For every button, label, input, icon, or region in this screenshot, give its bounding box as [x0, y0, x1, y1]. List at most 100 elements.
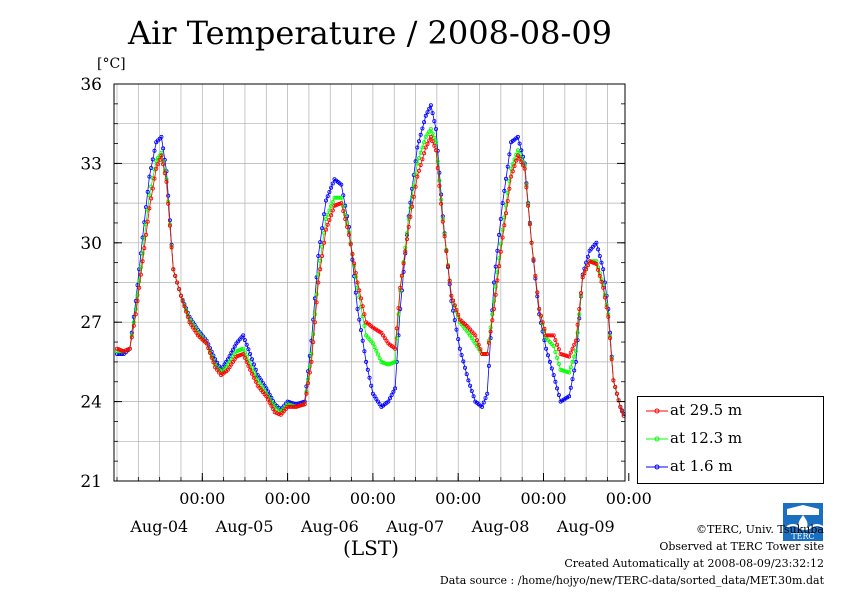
- data-point: [430, 131, 435, 136]
- data-point: [244, 342, 249, 347]
- data-point: [573, 338, 578, 343]
- terc-logo-icon: TERC: [783, 503, 823, 541]
- data-point: [416, 168, 421, 173]
- data-point: [241, 346, 246, 351]
- data-point: [269, 403, 274, 408]
- data-point: [217, 370, 222, 375]
- data-point: [549, 366, 554, 371]
- data-point: [311, 332, 316, 337]
- data-point: [135, 298, 140, 303]
- data-point: [393, 386, 398, 391]
- data-point: [517, 141, 522, 146]
- data-point: [162, 171, 167, 176]
- data-point: [341, 193, 346, 198]
- data-point: [609, 357, 614, 362]
- data-point: [192, 328, 197, 333]
- legend-label-1-6m: at 1.6 m: [670, 457, 733, 475]
- data-point: [244, 359, 249, 364]
- data-point: [474, 338, 479, 343]
- legend-item-1-6m: at 1.6 m: [646, 457, 821, 479]
- data-point: [311, 340, 316, 345]
- data-point: [140, 251, 145, 256]
- data-point: [384, 338, 389, 343]
- data-point: [597, 253, 602, 258]
- data-point: [185, 314, 190, 319]
- data-point: [276, 411, 281, 416]
- data-point: [544, 346, 549, 351]
- data-point: [249, 371, 254, 376]
- data-point: [560, 368, 565, 373]
- data-point: [232, 344, 237, 349]
- data-point: [360, 338, 365, 343]
- data-point: [547, 333, 552, 338]
- data-point: [537, 306, 542, 311]
- data-point: [302, 402, 307, 407]
- data-point: [312, 320, 317, 325]
- data-point: [316, 280, 321, 285]
- data-point: [456, 312, 461, 317]
- data-point: [355, 280, 360, 285]
- data-point: [497, 264, 502, 269]
- data-point: [464, 372, 469, 377]
- data-point: [452, 318, 457, 323]
- data-point: [129, 335, 134, 340]
- data-point: [241, 333, 246, 338]
- data-point: [207, 350, 212, 355]
- data-point: [209, 355, 214, 360]
- data-point: [323, 198, 328, 203]
- data-point: [173, 273, 178, 278]
- data-point: [372, 345, 377, 350]
- data-point: [425, 132, 430, 137]
- data-point: [423, 113, 428, 118]
- data-point: [316, 253, 321, 258]
- series-at-12-3-m: [115, 127, 626, 418]
- data-point: [161, 162, 166, 167]
- data-point: [314, 300, 319, 305]
- data-point: [498, 216, 503, 221]
- data-point: [515, 134, 520, 139]
- x-axis-label: (LST): [343, 536, 399, 560]
- series-at-29-5-m: [115, 134, 626, 418]
- x-tick-time-label: 00:00: [265, 489, 311, 508]
- legend-item-29-5m: at 29.5 m: [646, 401, 821, 423]
- data-point: [601, 285, 606, 290]
- data-point: [145, 219, 150, 224]
- data-point: [374, 348, 379, 353]
- data-point: [322, 212, 327, 217]
- data-point: [556, 361, 561, 366]
- data-point: [152, 176, 157, 181]
- data-point: [428, 127, 433, 132]
- data-point: [469, 388, 474, 393]
- data-point: [567, 394, 572, 399]
- data-point: [133, 306, 138, 311]
- data-point: [138, 265, 143, 270]
- data-point: [358, 296, 363, 301]
- data-point: [358, 328, 363, 333]
- data-point: [596, 247, 601, 252]
- data-point: [411, 194, 416, 199]
- data-point: [307, 364, 312, 369]
- data-point: [322, 240, 327, 245]
- data-point: [551, 333, 556, 338]
- data-point: [309, 359, 314, 364]
- data-point: [553, 349, 558, 354]
- data-point: [584, 260, 589, 265]
- data-point: [486, 363, 491, 368]
- data-point: [143, 232, 148, 237]
- data-point: [498, 249, 503, 254]
- data-point: [272, 410, 277, 415]
- data-point: [572, 368, 577, 373]
- data-point: [393, 346, 398, 351]
- data-point: [551, 373, 556, 378]
- footer-credit: ©TERC, Univ. Tsukuba: [695, 523, 824, 536]
- data-point: [449, 293, 454, 298]
- data-point: [206, 346, 211, 351]
- data-point: [546, 333, 551, 338]
- data-point: [142, 246, 147, 251]
- series-line: [117, 103, 625, 415]
- legend-label-12-3m: at 12.3 m: [670, 429, 743, 447]
- data-point: [323, 216, 328, 221]
- data-point: [478, 347, 483, 352]
- data-point: [551, 343, 556, 348]
- data-point: [121, 349, 126, 354]
